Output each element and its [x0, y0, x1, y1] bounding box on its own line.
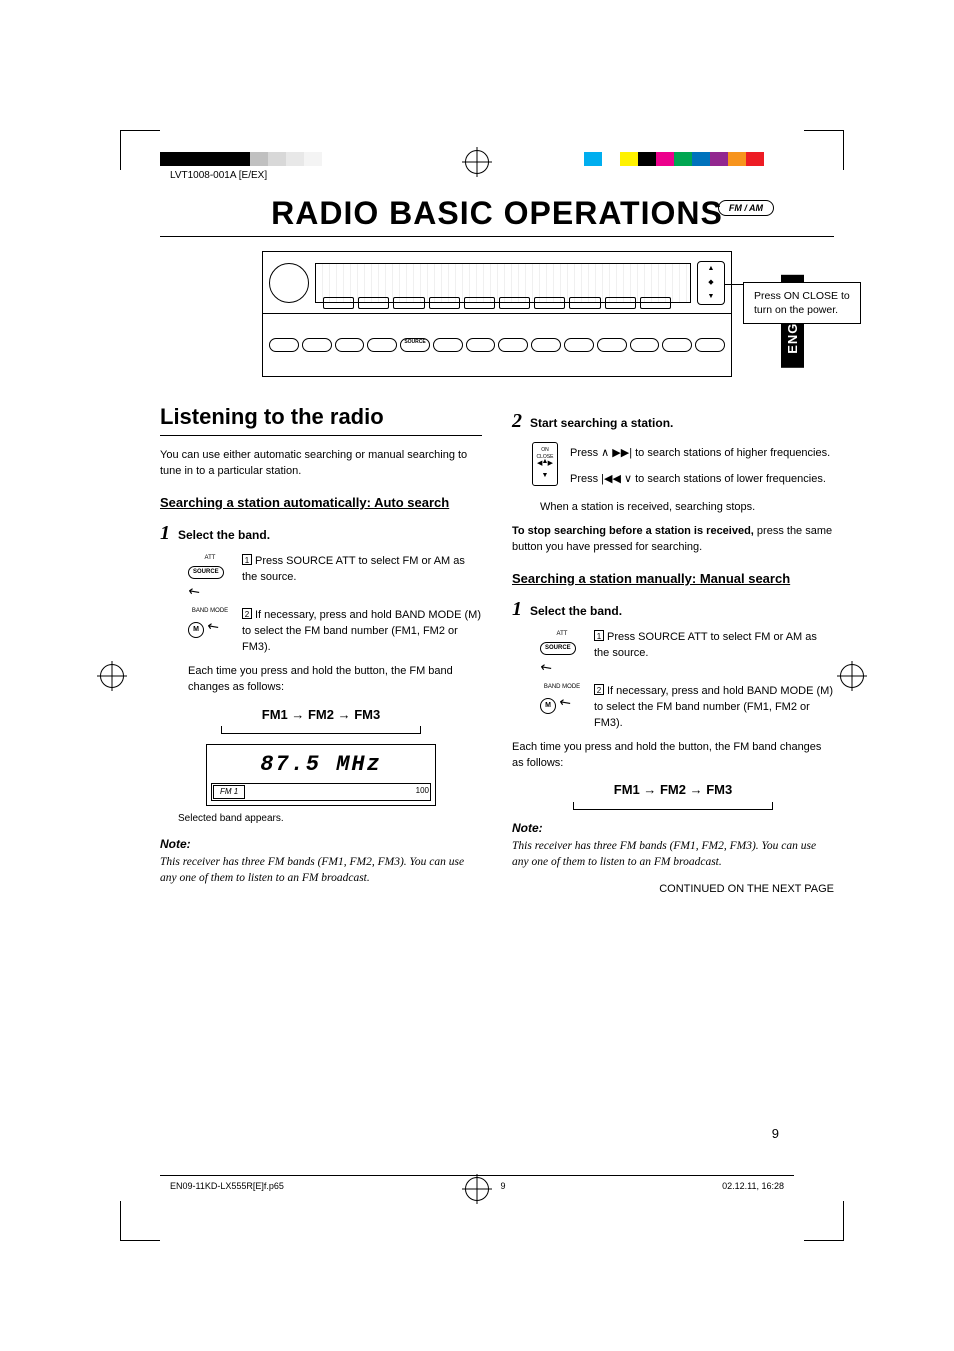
cycle-intro-manual: Each time you press and hold the button,… — [512, 740, 834, 772]
fm-cycle-loop-line — [573, 802, 773, 810]
substep-text: Press SOURCE ATT to select FM or AM as t… — [594, 631, 817, 659]
step-label: Start searching a station. — [530, 415, 673, 432]
fm-am-badge: FM / AM — [718, 200, 774, 216]
substep-number: 2 — [594, 684, 604, 695]
search-controls: ON CLOSE ▲ ◀ ▶ ▼ Press ∧ ▶▶| to search s… — [532, 442, 834, 492]
source-button-highlight: SOURCE — [400, 338, 430, 352]
document-id: LVT1008-001A [E/EX] — [170, 170, 267, 181]
substep-1a-manual: ATT SOURCE ↖ 1Press SOURCE ATT to select… — [540, 630, 834, 678]
fm-cycle-diagram: FM1 → FM2 → FM3 — [512, 781, 834, 800]
page-number: 9 — [772, 1126, 779, 1141]
fm-cycle-diagram: FM1 → FM2 → FM3 — [160, 706, 482, 725]
step-number: 2 — [512, 407, 522, 436]
band-mode-label: BAND MODE — [188, 608, 232, 614]
crop-mark — [804, 130, 844, 170]
callout-leader — [725, 284, 745, 285]
lower-button-row: SOURCE — [269, 338, 725, 352]
substep-1b: BAND MODE M ↖ 2If necessary, press and h… — [188, 608, 482, 656]
note-heading: Note: — [160, 836, 482, 853]
dial-icon — [269, 263, 309, 303]
substep-1a: ATT SOURCE ↖ 1Press SOURCE ATT to select… — [188, 554, 482, 602]
right-column: 2 Start searching a station. ON CLOSE ▲ … — [512, 401, 834, 898]
fm-cycle-loop-line — [221, 726, 421, 734]
left-column: Listening to the radio You can use eithe… — [160, 401, 482, 898]
att-label: ATT — [540, 630, 584, 639]
pointer-icon: ↖ — [183, 579, 204, 602]
registration-mark-icon — [465, 150, 489, 174]
att-label: ATT — [188, 554, 232, 563]
source-button-icon: SOURCE — [540, 642, 576, 655]
step-number: 1 — [160, 519, 170, 548]
search-up-text: Press ∧ ▶▶| to search stations of higher… — [570, 446, 830, 462]
lcd-frequency: 87.5 MHz — [211, 749, 431, 781]
note-body: This receiver has three FM bands (FM1, F… — [512, 838, 834, 870]
radio-unit-diagram: ▲◆▼ Press ON CLOSE to turn on the power.… — [262, 251, 732, 377]
m-button-icon: M — [540, 698, 556, 714]
callout-power-on: Press ON CLOSE to turn on the power. — [743, 282, 861, 324]
crop-mark — [804, 1201, 844, 1241]
colorbar-left — [160, 152, 376, 166]
registration-mark-icon — [840, 664, 864, 688]
substep-text: If necessary, press and hold BAND MODE (… — [242, 609, 481, 653]
cycle-intro: Each time you press and hold the button,… — [188, 664, 482, 696]
substep-number: 1 — [242, 554, 252, 565]
title-rule — [160, 236, 834, 237]
source-button-icon: SOURCE — [188, 566, 224, 579]
crop-mark — [120, 1201, 160, 1241]
crop-mark — [120, 130, 160, 170]
band-mode-label: BAND MODE — [540, 684, 584, 690]
footer-date: 02.12.11, 16:28 — [722, 1181, 784, 1191]
substep-number: 1 — [594, 630, 604, 641]
search-down-text: Press |◀◀ ∨ to search stations of lower … — [570, 472, 826, 488]
step-2: 2 Start searching a station. — [512, 407, 834, 436]
m-button-icon: M — [188, 622, 204, 638]
step-label: Select the band. — [530, 603, 622, 620]
pointer-icon: ↖ — [535, 655, 556, 678]
colorbar-right — [584, 152, 764, 166]
footer-filename: EN09-11KD-LX555R[E]f.p65 — [170, 1181, 284, 1191]
registration-mark-icon — [100, 664, 124, 688]
lcd-right-value: 100 — [416, 785, 429, 799]
pointer-icon: ↖ — [554, 690, 575, 713]
lcd-band: FM 1 — [213, 785, 245, 799]
substep-number: 2 — [242, 608, 252, 619]
step-1: 1 Select the band. — [160, 519, 482, 548]
step-1-manual: 1 Select the band. — [512, 595, 834, 624]
received-text: When a station is received, searching st… — [540, 500, 834, 516]
section-heading: Listening to the radio — [160, 401, 482, 436]
substep-1b-manual: BAND MODE M ↖ 2If necessary, press and h… — [540, 684, 834, 732]
stop-search-text: To stop searching before a station is re… — [512, 524, 834, 556]
step-number: 1 — [512, 595, 522, 624]
button-row — [323, 297, 671, 309]
subsection-heading: Searching a station manually: Manual sea… — [512, 570, 834, 588]
subsection-heading: Searching a station automatically: Auto … — [160, 494, 482, 512]
control-pad-icon: ON CLOSE ▲ ◀ ▶ ▼ — [532, 442, 558, 486]
substep-text: Press SOURCE ATT to select FM or AM as t… — [242, 555, 465, 583]
substep-text: If necessary, press and hold BAND MODE (… — [594, 685, 833, 729]
lcd-display: 87.5 MHz FM 1 100 — [206, 744, 436, 805]
step-label: Select the band. — [178, 527, 270, 544]
control-pad-icon: ▲◆▼ — [697, 261, 725, 305]
intro-paragraph: You can use either automatic searching o… — [160, 448, 482, 480]
pointer-icon: ↖ — [202, 614, 223, 637]
continued-text: CONTINUED ON THE NEXT PAGE — [512, 882, 834, 898]
footer: EN09-11KD-LX555R[E]f.p65 9 02.12.11, 16:… — [170, 1181, 784, 1191]
note-heading: Note: — [512, 820, 834, 837]
note-body: This receiver has three FM bands (FM1, F… — [160, 854, 482, 886]
lcd-caption: Selected band appears. — [178, 812, 482, 827]
footer-page: 9 — [501, 1181, 506, 1191]
footer-rule — [160, 1175, 794, 1176]
